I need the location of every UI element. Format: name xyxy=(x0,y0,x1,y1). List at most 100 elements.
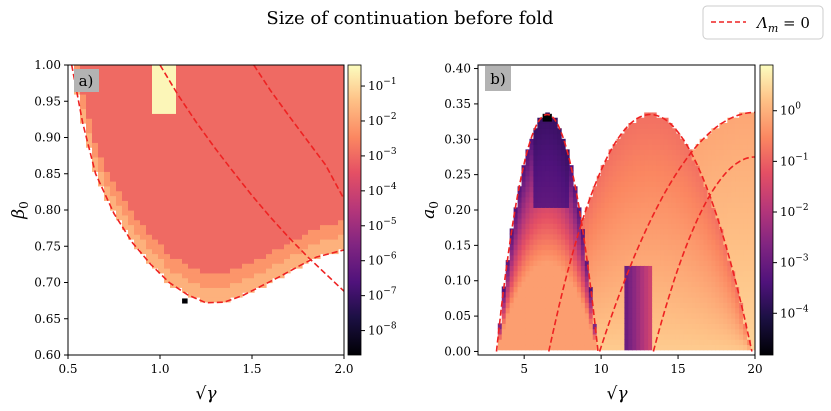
heatmap-cell xyxy=(266,219,273,226)
heatmap-cell xyxy=(572,228,578,235)
heatmap-cell xyxy=(620,228,626,235)
heatmap-cell xyxy=(284,166,291,172)
heatmap-cell xyxy=(272,205,279,211)
heatmap-cell xyxy=(236,65,243,71)
heatmap-cell xyxy=(731,318,736,324)
heatmap-cell xyxy=(302,108,309,114)
heatmap-cell xyxy=(529,286,534,293)
heatmap-cell xyxy=(667,281,673,288)
heatmap-cell xyxy=(715,128,720,135)
heatmap-cell xyxy=(182,287,189,293)
heatmap-cell xyxy=(679,196,685,203)
heatmap-cell xyxy=(308,137,315,143)
heatmap-cell xyxy=(326,248,333,255)
heatmap-cell xyxy=(549,217,554,224)
heatmap-cell xyxy=(608,159,614,166)
heatmap-cell xyxy=(128,181,135,187)
heatmap-cell xyxy=(711,138,717,145)
heatmap-cell xyxy=(104,108,111,114)
heatmap-cell xyxy=(122,152,129,158)
heatmap-cell xyxy=(683,165,689,172)
heatmap-cell xyxy=(302,79,309,85)
heatmap-cell xyxy=(326,113,333,119)
heatmap-cell xyxy=(314,200,321,206)
heatmap-cell xyxy=(648,165,653,172)
heatmap-cell xyxy=(146,113,153,119)
heatmap-cell xyxy=(667,196,673,203)
heatmap-cell xyxy=(747,233,752,240)
heatmap-cell xyxy=(600,181,606,187)
heatmap-cell xyxy=(116,89,123,95)
heatmap-cell xyxy=(521,254,527,261)
heatmap-cell xyxy=(314,234,321,240)
heatmap-cell xyxy=(278,166,285,172)
heatmap-cell xyxy=(588,344,594,351)
heatmap-cell xyxy=(656,297,661,303)
heatmap-cell xyxy=(278,156,285,163)
heatmap-cell xyxy=(660,175,665,182)
heatmap-cell xyxy=(569,307,574,314)
heatmap-cell xyxy=(569,223,574,230)
heatmap-cell xyxy=(525,233,531,240)
heatmap-cell xyxy=(194,239,201,245)
heatmap-cell xyxy=(707,249,713,256)
heatmap-cell xyxy=(719,133,724,140)
heatmap-cell xyxy=(675,291,681,298)
heatmap-cell xyxy=(110,65,117,71)
heatmap-cell xyxy=(707,291,713,298)
heatmap-cell xyxy=(735,318,740,324)
heatmap-cell xyxy=(739,265,744,272)
heatmap-cell xyxy=(699,228,705,235)
heatmap-cell xyxy=(122,166,129,172)
heatmap-cell xyxy=(332,224,339,230)
heatmap-cell xyxy=(731,117,736,124)
heatmap-cell xyxy=(557,323,562,330)
heatmap-cell xyxy=(266,277,273,284)
heatmap-cell xyxy=(176,89,183,95)
heatmap-cell xyxy=(588,323,594,330)
heatmap-cell xyxy=(683,281,689,288)
heatmap-cell xyxy=(308,108,315,114)
heatmap-cell xyxy=(565,286,570,293)
heatmap-cell xyxy=(596,344,602,351)
lambda-curve xyxy=(495,113,599,352)
heatmap-cell xyxy=(110,176,117,182)
heatmap-cell xyxy=(565,233,570,240)
heatmap-cell xyxy=(549,275,554,282)
heatmap-cell xyxy=(212,258,219,264)
heatmap-cell xyxy=(624,133,629,140)
heatmap-cell xyxy=(569,260,574,266)
heatmap-cell xyxy=(596,207,602,214)
heatmap-cell xyxy=(656,144,661,150)
heatmap-cell xyxy=(152,127,159,134)
heatmap-cell xyxy=(723,223,728,230)
heatmap-cell xyxy=(188,195,195,201)
heatmap-cell xyxy=(628,312,633,319)
heatmap-cell xyxy=(739,291,744,298)
heatmap-cell xyxy=(739,191,744,198)
heatmap-cell xyxy=(320,98,327,105)
heatmap-cell xyxy=(604,181,610,187)
heatmap-cell xyxy=(170,214,177,221)
heatmap-cell xyxy=(569,328,574,335)
heatmap-cell xyxy=(188,84,195,90)
heatmap-cell xyxy=(158,176,165,182)
heatmap-cell xyxy=(206,98,213,105)
heatmap-cell xyxy=(308,152,315,158)
heatmap-cell xyxy=(140,195,147,201)
heatmap-cell xyxy=(569,196,574,203)
heatmap-cell xyxy=(703,333,709,340)
heatmap-cell xyxy=(592,291,598,298)
heatmap-cell xyxy=(612,149,618,156)
heatmap-cell xyxy=(719,138,724,145)
heatmap-cell xyxy=(541,144,546,150)
heatmap-cell xyxy=(164,65,171,71)
heatmap-cell xyxy=(533,265,538,272)
heatmap-cell xyxy=(683,339,689,346)
heatmap-cell xyxy=(505,281,511,288)
heatmap-cell xyxy=(230,205,237,211)
heatmap-cell xyxy=(703,144,709,150)
heatmap-cell xyxy=(302,123,309,129)
heatmap-cell xyxy=(170,248,177,255)
heatmap-cell xyxy=(576,339,582,346)
